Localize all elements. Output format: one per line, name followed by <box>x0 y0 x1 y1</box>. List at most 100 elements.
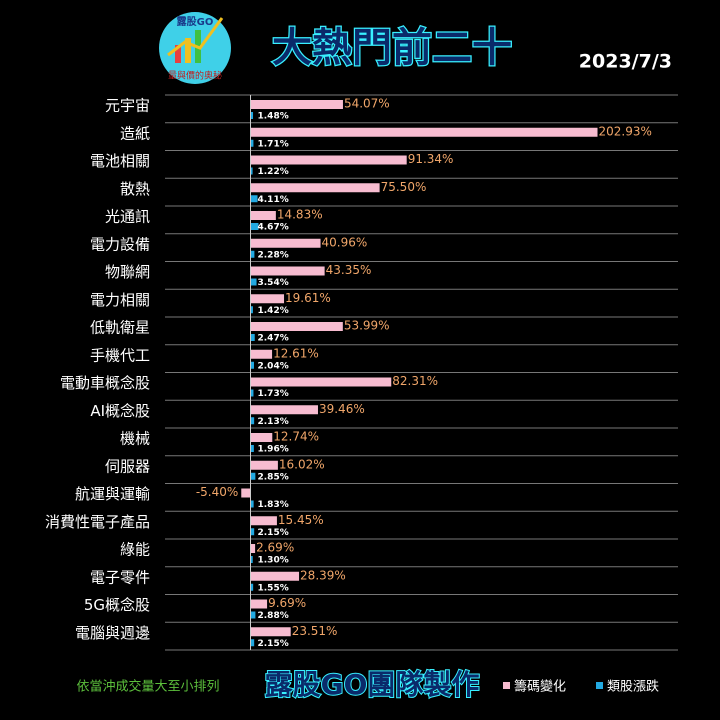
value-label: 75.50% <box>381 180 427 194</box>
bar <box>250 139 254 147</box>
bar <box>250 571 300 581</box>
bar <box>250 361 254 369</box>
category-label: 散熱 <box>120 180 150 198</box>
value-label: 2.15% <box>258 528 289 538</box>
category-label: 伺服器 <box>105 457 150 475</box>
logo: 露股GO 量與價的奧秘 <box>159 12 231 84</box>
bar <box>250 500 254 508</box>
value-label: 2.15% <box>258 639 289 649</box>
logo-bar <box>185 38 191 63</box>
bar <box>250 627 291 637</box>
category-label: 物聯網 <box>105 263 150 281</box>
value-label: 2.85% <box>258 472 289 482</box>
chart-title: 大熱門前二十 <box>272 25 512 71</box>
value-label: 12.61% <box>273 346 319 360</box>
bar <box>250 100 343 109</box>
value-label: 2.13% <box>258 417 289 427</box>
bar <box>250 528 255 536</box>
value-label: 3.54% <box>258 278 289 288</box>
bar <box>250 238 321 248</box>
bar <box>241 488 251 498</box>
bar <box>250 349 273 359</box>
value-label: 14.83% <box>277 208 323 222</box>
value-label: 39.46% <box>319 402 365 416</box>
logo-subtext: 量與價的奧秘 <box>168 70 222 82</box>
bar <box>250 544 256 553</box>
category-label: 電動車概念股 <box>60 374 150 392</box>
bar <box>250 583 254 591</box>
value-label: 1.48% <box>258 112 289 122</box>
logo-arrow <box>167 17 224 57</box>
value-label: 91.34% <box>408 152 454 166</box>
bar <box>250 183 380 193</box>
value-label: 2.47% <box>258 334 289 344</box>
bar <box>250 433 273 442</box>
bar <box>250 167 253 175</box>
category-label: 低軌衛星 <box>90 319 150 337</box>
value-label: 4.11% <box>258 195 289 205</box>
category-label: 電力設備 <box>90 235 150 253</box>
category-label: 航運與運輸 <box>75 485 150 503</box>
bar <box>250 211 276 220</box>
value-label: 40.96% <box>322 235 368 249</box>
bar <box>250 334 255 341</box>
bar <box>250 294 285 304</box>
bar <box>250 460 278 470</box>
value-label: 28.39% <box>300 568 346 582</box>
category-label: 光通訊 <box>105 208 150 226</box>
bar <box>250 389 254 397</box>
value-label: 12.74% <box>273 430 319 444</box>
value-label: 9.69% <box>268 596 306 610</box>
category-label: 造紙 <box>120 124 150 142</box>
value-label: 2.69% <box>256 541 294 555</box>
legend-swatch <box>503 682 510 689</box>
value-label: 54.07% <box>344 97 390 111</box>
bar <box>250 322 343 331</box>
value-label: 19.61% <box>285 291 331 305</box>
bar <box>250 611 256 619</box>
bar <box>250 266 325 276</box>
value-label: 23.51% <box>292 624 338 638</box>
value-label: 1.73% <box>258 389 289 399</box>
bar <box>250 155 407 165</box>
value-label: 43.35% <box>326 263 372 277</box>
category-label: 綠能 <box>120 541 150 559</box>
value-label: 1.42% <box>258 306 289 316</box>
category-label: 電池相關 <box>90 152 150 170</box>
value-label: 202.93% <box>599 124 652 138</box>
value-label: 1.55% <box>258 583 289 593</box>
legend-label: 籌碼變化 <box>514 679 566 695</box>
bar <box>250 445 254 452</box>
value-label: 2.88% <box>258 611 289 621</box>
value-label: 1.22% <box>258 167 289 177</box>
legend-label: 類股漲跌 <box>607 679 659 695</box>
bar <box>250 405 318 415</box>
bar <box>250 556 253 563</box>
footer-note: 依當沖成交量大至小排列 <box>76 679 219 695</box>
category-label: 5G概念股 <box>84 596 150 614</box>
category-label: 電子零件 <box>90 568 150 586</box>
bar <box>250 278 257 286</box>
bar <box>250 417 255 425</box>
bar <box>250 112 254 119</box>
value-label: 2.28% <box>258 250 289 260</box>
category-label: AI概念股 <box>90 402 150 420</box>
value-label: 1.71% <box>258 139 289 149</box>
category-label: 消費性電子產品 <box>45 513 150 531</box>
legend-swatch <box>596 682 603 689</box>
category-label: 手機代工 <box>90 346 150 364</box>
bar <box>250 516 277 526</box>
value-label: 82.31% <box>392 374 438 388</box>
category-label: 電腦與週邊 <box>75 624 150 642</box>
bar <box>250 599 268 609</box>
category-label: 機械 <box>120 430 150 448</box>
bar <box>250 127 598 137</box>
credit: 露股GO團隊製作 <box>265 668 480 701</box>
value-label: 2.04% <box>258 361 289 371</box>
value-label: 15.45% <box>278 513 324 527</box>
bar <box>250 306 253 314</box>
bar <box>250 223 259 230</box>
category-label: 電力相關 <box>90 291 150 309</box>
